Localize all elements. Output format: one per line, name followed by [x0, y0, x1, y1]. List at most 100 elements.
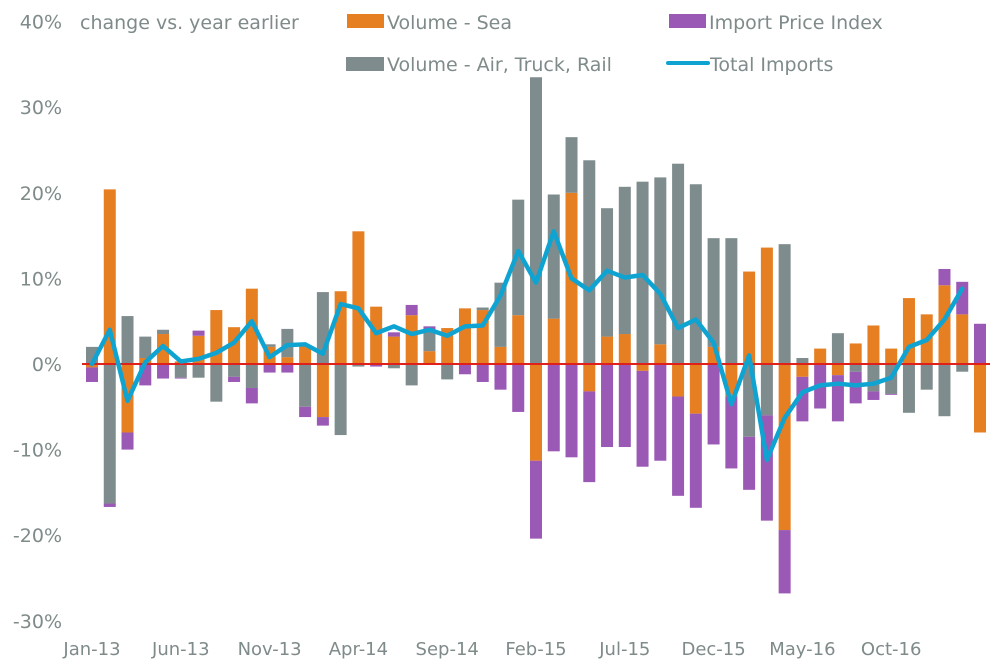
bar-volume-sea — [867, 325, 880, 364]
bar-volume-air-truck-rail — [157, 329, 170, 335]
bar-volume-sea — [494, 346, 507, 364]
bar-volume-air-truck-rail — [707, 238, 720, 347]
bar-volume-sea — [423, 351, 436, 364]
bar-volume-sea — [974, 364, 986, 433]
legend-label-total-imports: Total Imports — [709, 54, 833, 76]
bar-volume-air-truck-rail — [121, 316, 134, 364]
bar-import-price-index — [974, 323, 986, 364]
y-tick-label: 40% — [20, 12, 62, 34]
bar-volume-air-truck-rail — [299, 364, 312, 407]
bar-volume-sea — [743, 271, 756, 364]
bar-import-price-index — [689, 413, 702, 508]
bar-volume-air-truck-rail — [725, 238, 738, 364]
bar-import-price-index — [672, 396, 685, 496]
bar-volume-air-truck-rail — [689, 184, 702, 364]
x-tick-label: Jun-13 — [151, 639, 210, 660]
bar-import-price-index — [778, 530, 791, 594]
bar-volume-air-truck-rail — [956, 364, 969, 372]
bar-volume-air-truck-rail — [902, 364, 915, 413]
bar-import-price-index — [618, 364, 631, 448]
bar-volume-sea — [316, 364, 329, 418]
bar-import-price-index — [725, 396, 738, 469]
y-tick-label: -10% — [13, 440, 62, 462]
bar-import-price-index — [654, 364, 667, 461]
bar-volume-sea — [405, 315, 418, 364]
bar-volume-sea — [512, 315, 525, 364]
bar-import-price-index — [103, 503, 116, 507]
bar-volume-sea — [618, 334, 631, 364]
bar-volume-sea — [814, 348, 827, 364]
legend-label-volume-air-truck-rail: Volume - Air, Truck, Rail — [387, 54, 612, 76]
bar-import-price-index — [86, 367, 98, 382]
y-tick-label: 30% — [20, 97, 62, 119]
bar-import-price-index — [743, 436, 756, 490]
bar-volume-air-truck-rail — [530, 77, 542, 365]
legend-label-import-price-index: Import Price Index — [709, 12, 883, 34]
bar-volume-air-truck-rail — [103, 364, 116, 504]
bar-volume-air-truck-rail — [405, 364, 418, 386]
legend: Volume - Sea Import Price Index Volume -… — [346, 12, 883, 76]
y-axis-title: change vs. year earlier — [80, 12, 299, 34]
bar-volume-sea — [299, 345, 312, 364]
x-tick-label: Feb-15 — [505, 639, 566, 660]
y-tick-label: 0% — [32, 354, 62, 376]
bar-import-price-index — [565, 364, 578, 458]
bar-volume-sea — [245, 288, 258, 364]
bar-import-price-index — [867, 391, 880, 400]
x-tick-label: Nov-13 — [238, 639, 302, 660]
bar-volume-air-truck-rail — [654, 177, 667, 345]
legend-swatch-volume-air-truck-rail — [346, 57, 384, 71]
bar-volume-air-truck-rail — [174, 364, 187, 378]
bar-volume-sea — [103, 189, 116, 364]
bar-volume-air-truck-rail — [618, 186, 631, 335]
bar-volume-air-truck-rail — [565, 137, 578, 193]
bar-import-price-index — [157, 364, 170, 379]
bar-volume-air-truck-rail — [583, 160, 596, 364]
bar-import-price-index — [938, 268, 951, 286]
bar-volume-sea — [530, 364, 542, 461]
bar-import-price-index — [192, 330, 205, 336]
bar-import-price-index — [405, 304, 418, 316]
bar-import-price-index — [316, 417, 329, 426]
bar-volume-air-truck-rail — [867, 364, 880, 392]
legend-item-volume-sea: Volume - Sea — [347, 12, 512, 34]
bar-volume-sea — [387, 336, 400, 364]
bar-import-price-index — [458, 364, 471, 375]
bar-volume-air-truck-rail — [831, 333, 844, 364]
bar-volume-air-truck-rail — [245, 364, 258, 388]
bar-import-price-index — [512, 364, 525, 412]
x-tick-label: Dec-15 — [681, 639, 745, 660]
bar-import-price-index — [245, 387, 258, 404]
bar-volume-sea — [601, 336, 614, 364]
bar-volume-sea — [689, 364, 702, 414]
bar-volume-air-truck-rail — [512, 199, 525, 316]
bar-volume-sea — [885, 348, 898, 364]
x-tick-label: May-16 — [769, 639, 835, 660]
y-axis: 40% 30% 20% 10% 0% -10% -20% -30% — [13, 12, 62, 633]
legend-item-volume-air-truck-rail: Volume - Air, Truck, Rail — [346, 54, 612, 76]
bar-volume-air-truck-rail — [920, 364, 933, 390]
bar-volume-sea — [654, 344, 667, 364]
y-tick-label: -20% — [13, 525, 62, 547]
bar-volume-sea — [796, 364, 809, 377]
bar-volume-sea — [281, 357, 294, 364]
bar-volume-air-truck-rail — [547, 194, 560, 319]
bar-volume-sea — [547, 318, 560, 364]
bar-volume-sea — [760, 247, 773, 364]
bar-import-price-index — [583, 391, 596, 483]
bar-volume-air-truck-rail — [139, 336, 152, 359]
bar-volume-air-truck-rail — [938, 364, 951, 417]
legend-swatch-volume-sea — [347, 14, 384, 28]
x-tick-label: Sep-14 — [416, 639, 479, 660]
bar-volume-air-truck-rail — [423, 331, 436, 352]
bar-volume-sea — [672, 364, 685, 397]
bar-volume-sea — [636, 364, 649, 371]
bar-volume-air-truck-rail — [192, 364, 205, 378]
bar-import-price-index — [370, 364, 383, 367]
bar-volume-air-truck-rail — [334, 364, 347, 436]
line-total-imports — [89, 229, 965, 463]
bar-volume-air-truck-rail — [210, 364, 223, 402]
bar-import-price-index — [601, 364, 614, 448]
bar-import-price-index — [796, 376, 809, 422]
bar-volume-sea — [778, 364, 791, 531]
